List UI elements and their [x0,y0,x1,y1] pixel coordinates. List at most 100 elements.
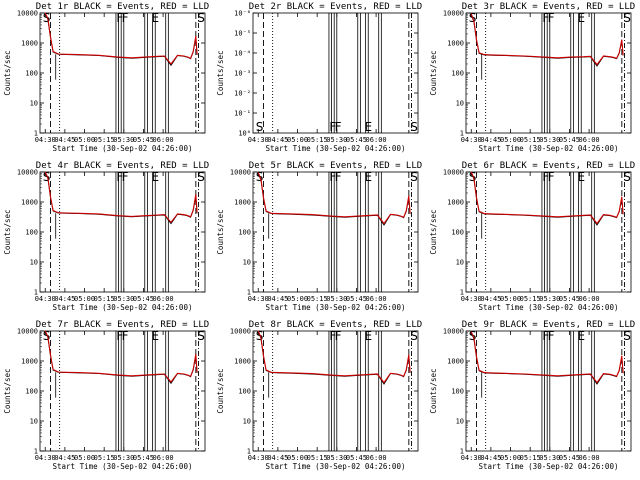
x-tick-label: 05:15 [520,136,541,144]
x-tick-label: 05:30 [326,454,347,462]
panel-title: Det 5r BLACK = Events, RED = LLD [249,161,422,171]
x-tick-label: 04:45 [267,136,288,144]
x-axis-label: Start Time (30-Sep-02 04:26:00) [53,303,193,312]
y-tick-label: 10000 [443,328,464,336]
x-tick-label: 05:45 [346,136,367,144]
x-tick-label: 06:00 [366,454,387,462]
flag-label: E [364,329,372,343]
x-tick-label: 05:15 [307,136,328,144]
panel-title: Det 6r BLACK = Events, RED = LLD [462,161,635,171]
y-tick-label: 100 [451,70,464,78]
y-tick-label: 10000 [17,10,38,18]
x-tick-label: 05:30 [539,454,560,462]
flag-label: F [122,329,129,343]
y-axis-label: Counts/sec [429,368,438,413]
x-tick-label: 05:45 [133,295,154,303]
panel-title: Det 9r BLACK = Events, RED = LLD [462,320,635,330]
x-axis-label: Start Time (30-Sep-02 04:26:00) [479,303,619,312]
flag-label: F [329,120,336,134]
y-tick-label: 10 [456,418,464,426]
flag-label: F [335,170,342,184]
panel-title: Det 4r BLACK = Events, RED = LLD [36,161,209,171]
x-tick-label: 06:00 [153,454,174,462]
x-tick-label: 05:00 [287,295,308,303]
x-tick-label: 05:30 [326,295,347,303]
flag-label: S [410,170,418,184]
y-tick-label: 100 [451,229,464,237]
y-tick-label: 10000 [230,169,251,177]
y-axis-label: Counts/sec [216,209,225,254]
x-tick-label: 05:30 [539,136,560,144]
flag-label: F [329,329,336,343]
flag-label: S [197,329,205,343]
y-tick-label: 1 [34,448,38,456]
flag-label: F [335,329,342,343]
flag-label: F [116,329,123,343]
x-tick-label: 05:15 [94,295,115,303]
x-tick-label: 06:00 [579,454,600,462]
x-tick-label: 05:00 [287,454,308,462]
y-tick-label: 1000 [447,358,464,366]
x-tick-label: 05:15 [520,295,541,303]
y-tick-label: 1 [34,130,38,138]
x-tick-label: 04:30 [35,295,56,303]
y-tick-label: 10⁻³ [234,70,251,78]
y-tick-label: 10000 [443,169,464,177]
panel-title: Det 2r BLACK = Events, RED = LLD [249,2,422,12]
flag-label: F [548,170,555,184]
x-axis-label: Start Time (30-Sep-02 04:26:00) [53,144,193,153]
y-tick-label: 1000 [447,40,464,48]
x-axis-label: Start Time (30-Sep-02 04:26:00) [266,462,406,471]
y-tick-label: 100 [238,229,251,237]
x-tick-label: 05:30 [326,136,347,144]
flag-label: S [43,170,51,184]
x-tick-label: 05:30 [113,136,134,144]
y-tick-label: 10⁻⁵ [234,30,251,38]
x-tick-label: 05:45 [346,454,367,462]
y-axis-label: Counts/sec [429,209,438,254]
y-axis-label: Counts/sec [3,209,12,254]
y-tick-label: 10 [243,259,251,267]
x-tick-label: 05:30 [113,295,134,303]
x-tick-label: 05:15 [94,136,115,144]
x-tick-label: 05:00 [500,295,521,303]
y-tick-label: 1 [460,130,464,138]
x-tick-label: 05:15 [94,454,115,462]
x-tick-label: 05:15 [307,454,328,462]
flag-label: E [151,170,159,184]
flag-label: E [151,11,159,25]
panel-title: Det 7r BLACK = Events, RED = LLD [36,320,209,330]
detector-panel-1: Det 1r BLACK = Events, RED = LLD 1 10 100 10… [3,2,209,153]
lld-series-line [257,172,411,225]
flag-label: F [122,11,129,25]
flag-label: E [577,170,585,184]
y-tick-label: 100 [25,388,38,396]
flag-label: S [256,120,264,134]
x-tick-label: 04:45 [480,136,501,144]
flag-label: F [542,329,549,343]
x-tick-label: 05:45 [559,136,580,144]
y-tick-label: 10000 [230,328,251,336]
flag-label: E [151,329,159,343]
detector-panel-6: Det 6r BLACK = Events, RED = LLD 1 10 100 10… [429,161,635,312]
x-tick-label: 04:30 [461,454,482,462]
x-tick-label: 06:00 [366,295,387,303]
y-tick-label: 1 [460,448,464,456]
y-tick-label: 10⁻² [234,90,251,98]
flag-label: S [410,329,418,343]
detector-panel-5: Det 5r BLACK = Events, RED = LLD 1 10 100 10… [216,161,422,312]
x-tick-label: 06:00 [366,136,387,144]
x-tick-label: 04:45 [54,295,75,303]
y-axis-label: Counts/sec [429,50,438,95]
x-tick-label: 04:30 [35,136,56,144]
y-axis-label: Counts/sec [3,50,12,95]
x-tick-label: 05:30 [113,454,134,462]
plot-frame [465,330,632,452]
y-tick-label: 100 [451,388,464,396]
x-tick-label: 05:45 [133,136,154,144]
y-tick-label: 10 [30,418,38,426]
plot-frame [252,171,419,293]
flag-label: S [43,329,51,343]
x-tick-label: 06:00 [153,295,174,303]
